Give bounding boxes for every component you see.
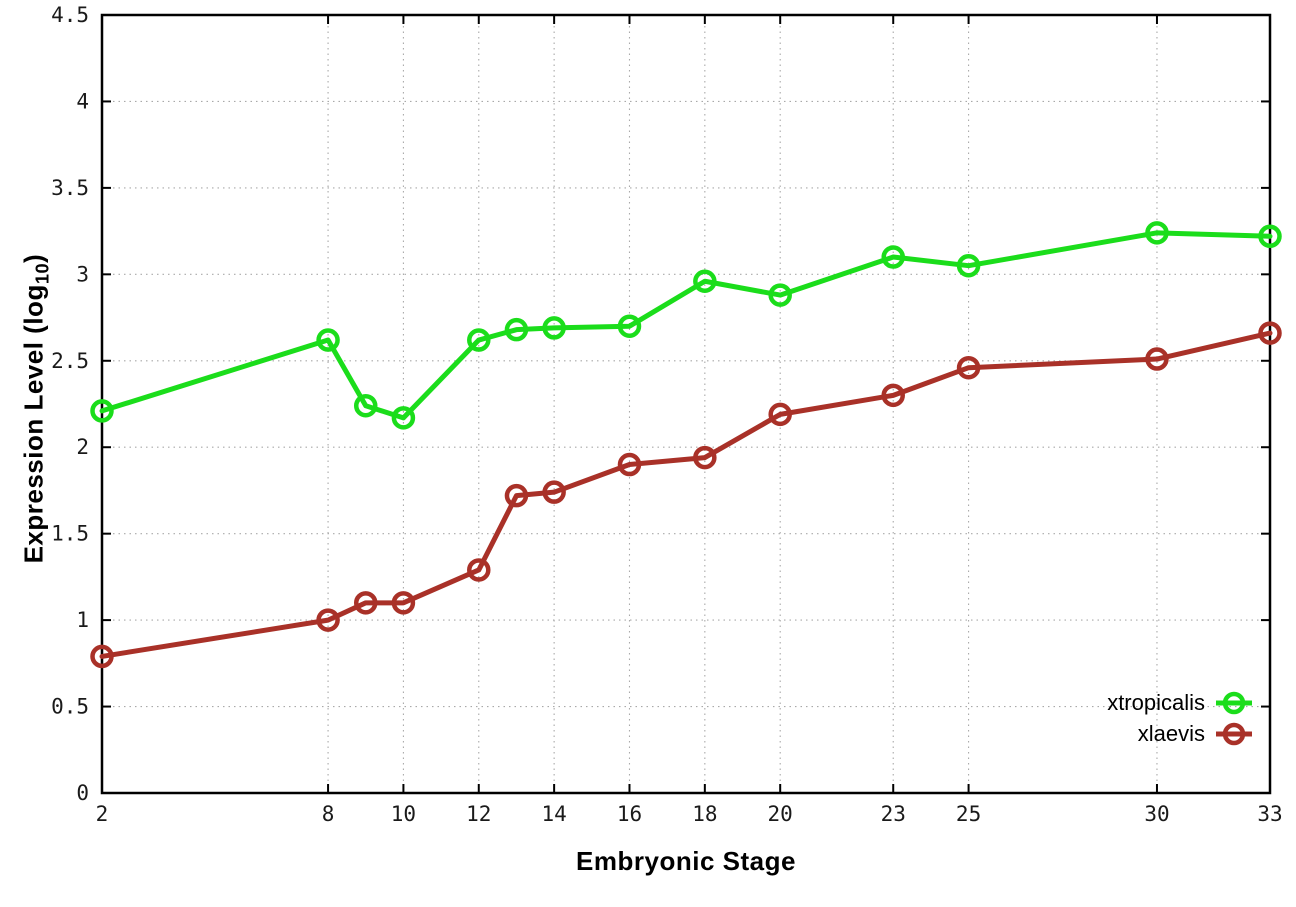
data-point-xlaevis bbox=[693, 445, 717, 470]
y-tick-labels: 0 0.5 1 1.5 2 2.5 3 3.5 4 4.5 bbox=[51, 3, 89, 805]
data-point-xtropicalis bbox=[881, 245, 905, 269]
y-axis-title-subscript: 10 bbox=[32, 262, 53, 285]
data-point-xlaevis bbox=[956, 355, 981, 380]
x-tick-label: 12 bbox=[466, 802, 491, 826]
legend-line-circle-icon bbox=[1216, 691, 1252, 714]
y-tick-label: 1.5 bbox=[51, 522, 89, 546]
series-xlaevis bbox=[90, 321, 1282, 669]
data-point-xtropicalis bbox=[768, 283, 792, 307]
data-point-xtropicalis bbox=[693, 269, 717, 293]
data-point-xlaevis bbox=[467, 558, 491, 582]
y-tick-label: 0 bbox=[76, 781, 89, 805]
x-tick-label: 25 bbox=[956, 802, 981, 826]
data-point-xlaevis bbox=[1258, 321, 1282, 345]
data-point-xlaevis bbox=[504, 483, 529, 508]
data-point-xlaevis bbox=[391, 591, 416, 615]
y-tick-label: 3.5 bbox=[51, 176, 89, 200]
x-tick-label: 33 bbox=[1257, 802, 1282, 826]
x-tick-label: 23 bbox=[881, 802, 906, 826]
y-tick-label: 2.5 bbox=[51, 349, 89, 373]
data-point-xlaevis bbox=[617, 452, 642, 477]
legend-label-xlaevis: xlaevis bbox=[1137, 720, 1205, 746]
data-point-xtropicalis bbox=[391, 406, 416, 430]
y-tick-label: 4.5 bbox=[51, 3, 89, 27]
legend: xtropicalis xlaevis bbox=[1107, 688, 1254, 748]
data-point-xtropicalis bbox=[1145, 221, 1169, 245]
x-tick-label: 14 bbox=[541, 802, 566, 826]
data-point-xtropicalis bbox=[353, 393, 378, 418]
data-point-xtropicalis bbox=[90, 399, 114, 423]
data-point-xlaevis bbox=[542, 480, 566, 504]
data-point-xlaevis bbox=[316, 608, 340, 632]
y-tick-label: 1 bbox=[76, 608, 89, 632]
y-axis-title-text: Expression Level (log bbox=[18, 284, 49, 564]
tick-marks bbox=[101, 14, 1271, 794]
legend-item-xlaevis: xlaevis bbox=[1138, 719, 1254, 748]
legend-line-circle-icon bbox=[1216, 722, 1252, 745]
data-point-xlaevis bbox=[353, 591, 378, 615]
y-axis-title-close: ) bbox=[18, 253, 49, 263]
x-tick-label: 16 bbox=[617, 802, 642, 826]
x-tick-labels: 2 8 10 12 14 16 18 20 23 25 30 33 bbox=[96, 802, 1283, 826]
data-point-xtropicalis bbox=[316, 328, 340, 352]
series-line-xlaevis bbox=[99, 330, 1273, 659]
data-point-xlaevis bbox=[90, 644, 114, 669]
x-tick-label: 10 bbox=[391, 802, 416, 826]
data-point-xlaevis bbox=[881, 383, 905, 408]
y-tick-label: 4 bbox=[76, 89, 89, 113]
data-point-xtropicalis bbox=[542, 316, 566, 340]
x-axis-title: Embryonic Stage bbox=[576, 846, 796, 876]
data-point-xtropicalis bbox=[504, 317, 529, 342]
data-point-xlaevis bbox=[1145, 347, 1169, 371]
x-tick-label: 30 bbox=[1144, 802, 1169, 826]
data-point-xtropicalis bbox=[1258, 224, 1282, 249]
data-point-xtropicalis bbox=[956, 253, 981, 278]
gridlines bbox=[101, 14, 1271, 794]
y-tick-label: 2 bbox=[76, 435, 89, 459]
y-tick-label: 0.5 bbox=[51, 695, 89, 719]
series-xtropicalis bbox=[90, 221, 1282, 430]
data-point-xtropicalis bbox=[467, 328, 491, 352]
x-tick-label: 2 bbox=[96, 802, 109, 826]
data-point-xtropicalis bbox=[617, 314, 642, 338]
x-tick-label: 20 bbox=[768, 802, 793, 826]
series-line-xtropicalis bbox=[99, 230, 1273, 421]
x-tick-label: 8 bbox=[322, 802, 335, 826]
y-tick-label: 3 bbox=[76, 262, 89, 286]
legend-label-xtropicalis: xtropicalis bbox=[1107, 689, 1205, 715]
y-axis-title: Expression Level (log10) bbox=[18, 199, 53, 619]
legend-item-xtropicalis: xtropicalis bbox=[1107, 688, 1254, 717]
x-tick-label: 18 bbox=[692, 802, 717, 826]
plot-border bbox=[100, 13, 1272, 795]
data-point-xlaevis bbox=[768, 402, 792, 427]
